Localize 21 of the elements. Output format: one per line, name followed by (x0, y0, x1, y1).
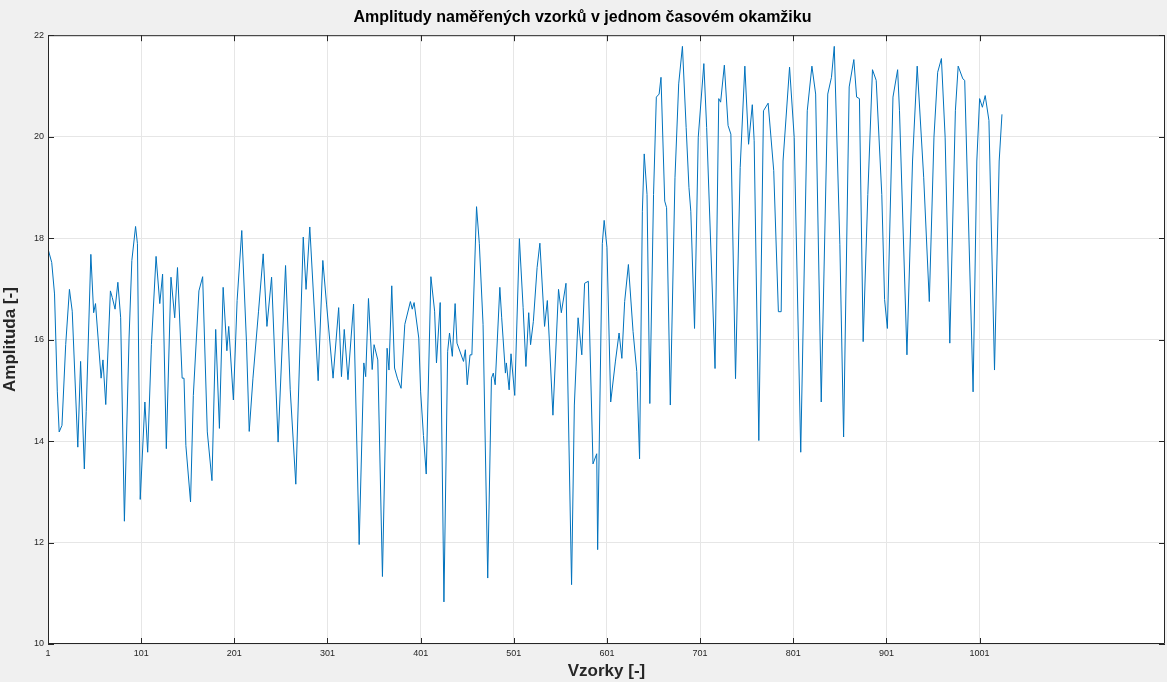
x-tick-label: 401 (413, 647, 429, 658)
y-tick-label: 14 (33, 435, 44, 446)
x-tick-label: 901 (878, 647, 894, 658)
x-tick-label: 801 (785, 647, 801, 658)
y-tick-label: 10 (33, 638, 44, 649)
x-tick-label: 701 (692, 647, 708, 658)
y-tick-label: 16 (33, 334, 44, 345)
x-tick-label: 101 (133, 647, 149, 658)
y-tick-label: 22 (33, 29, 44, 40)
chart-title: Amplitudy naměřených vzorků v jednom časovém okamžiku (353, 8, 812, 26)
x-tick-label: 601 (599, 647, 615, 658)
x-tick-label: 301 (319, 647, 335, 658)
x-axis-title: Vzorky [-] (567, 661, 646, 681)
y-axis-title: Amplituda [-] (0, 287, 19, 393)
y-tick-label: 18 (33, 232, 44, 243)
x-tick-label: 1 (45, 647, 51, 658)
y-tick-label: 20 (33, 131, 44, 142)
x-tick-label: 1001 (969, 647, 990, 658)
y-tick-label: 12 (33, 537, 44, 548)
x-tick-label: 501 (506, 647, 522, 658)
x-tick-label: 201 (226, 647, 242, 658)
